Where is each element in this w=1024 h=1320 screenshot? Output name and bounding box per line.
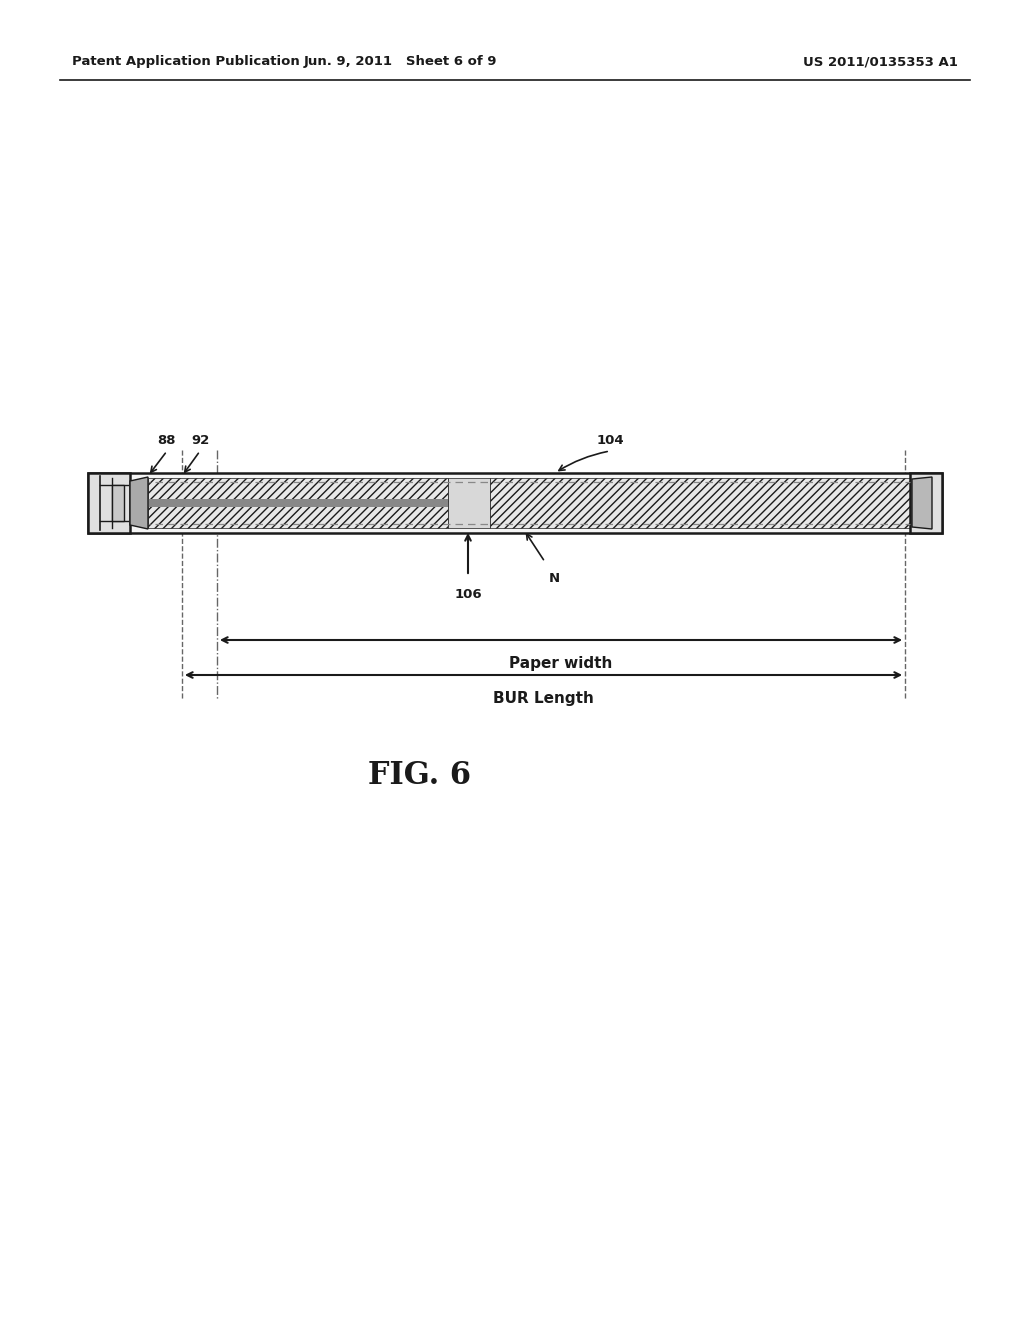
Text: N: N — [549, 572, 560, 585]
Polygon shape — [130, 477, 148, 529]
Text: FIG. 6: FIG. 6 — [369, 759, 471, 791]
Bar — [148, 499, 449, 507]
Text: Patent Application Publication: Patent Application Publication — [72, 55, 300, 69]
Text: BUR Length: BUR Length — [494, 690, 594, 706]
Text: 92: 92 — [190, 434, 209, 447]
Polygon shape — [490, 478, 910, 528]
Bar — [88, 473, 130, 533]
Text: US 2011/0135353 A1: US 2011/0135353 A1 — [803, 55, 958, 69]
Text: 88: 88 — [158, 434, 176, 447]
Polygon shape — [912, 477, 932, 529]
Bar — [88, 473, 942, 533]
Text: 104: 104 — [596, 434, 624, 447]
Polygon shape — [148, 478, 449, 528]
Text: 106: 106 — [455, 587, 482, 601]
Text: Jun. 9, 2011   Sheet 6 of 9: Jun. 9, 2011 Sheet 6 of 9 — [303, 55, 497, 69]
Bar — [910, 473, 942, 533]
Bar — [112, 484, 124, 521]
Text: Paper width: Paper width — [509, 656, 612, 671]
Bar — [449, 478, 490, 528]
